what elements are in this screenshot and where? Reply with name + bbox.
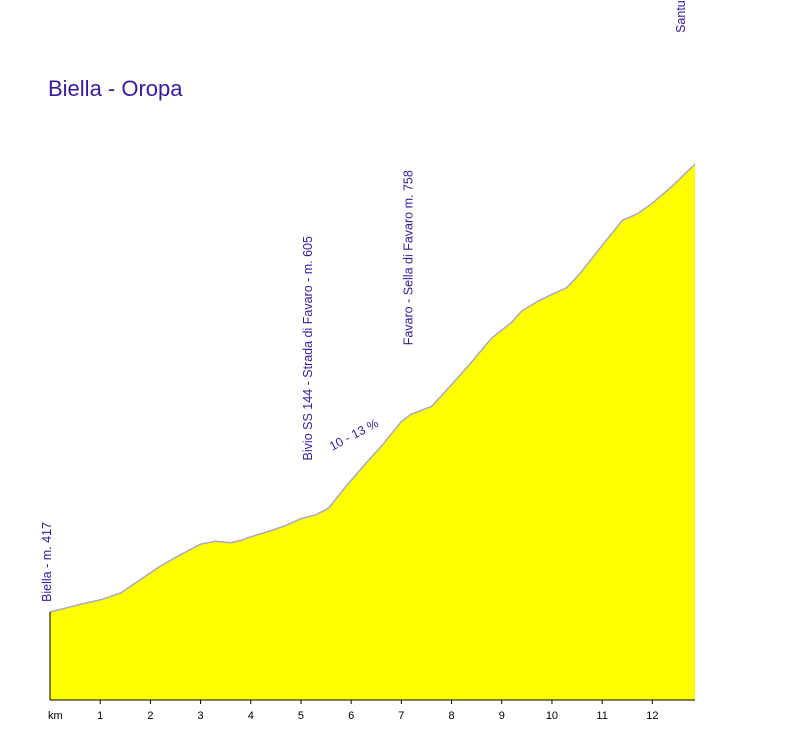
x-tick-label: 11 [596,710,607,722]
x-tick-label: 5 [298,710,304,722]
x-tick-label: 7 [398,710,404,722]
x-tick-label: 3 [198,710,204,722]
waypoint-label: Bivio SS 144 - Strada di Favaro - m. 605 [301,236,315,460]
x-tick-label: 1 [97,710,103,722]
elevation-area [50,164,695,701]
chart-title: Biella - Oropa [48,76,183,101]
x-tick-label: 10 [546,710,558,722]
waypoint-label: Santuario di Oropa - m. 1.173 [674,0,688,33]
x-tick-label: 9 [499,710,505,722]
x-tick-label: 4 [248,710,254,722]
waypoint-label: Biella - m. 417 [40,522,54,602]
waypoint-labels: Biella - m. 417 Bivio SS 144 - Strada di … [40,0,688,602]
gradient-annotation: 10 - 13 % [327,416,381,453]
x-tick-label: 2 [147,710,153,722]
x-axis-unit-label: km [48,710,63,722]
x-tick-label: 12 [646,710,658,722]
x-tick-label: 8 [448,710,454,722]
x-tick-label: 6 [348,710,354,722]
elevation-line [49,163,696,613]
x-axis-ticks: km 1 2 3 4 5 6 7 8 9 10 11 12 [48,700,658,722]
waypoint-label: Favaro - Sella di Favaro m. 758 [401,170,415,345]
